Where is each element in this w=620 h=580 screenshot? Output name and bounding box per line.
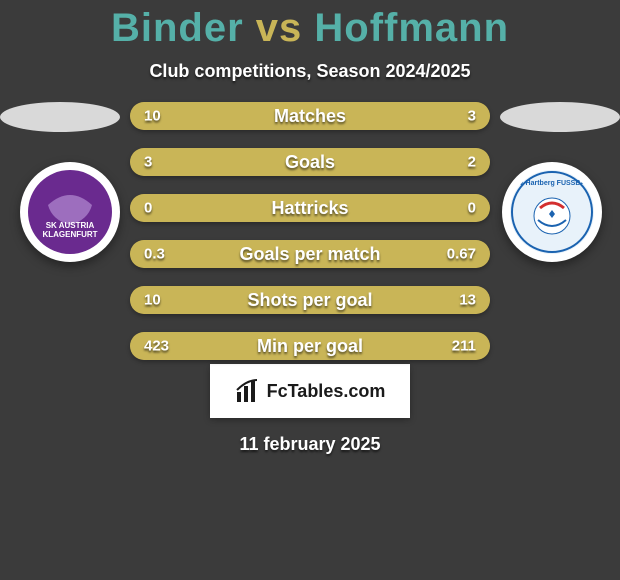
stat-fill-a xyxy=(130,148,346,176)
stat-bars: 103Matches 32Goals 00Hattricks 0.30.67Goals… xyxy=(130,102,490,378)
stat-fill-a xyxy=(130,240,242,268)
team-a-badge-text: SK AUSTRIA KLAGENFURT xyxy=(28,222,112,240)
stat-row: 32Goals xyxy=(130,148,490,176)
stat-fill-b xyxy=(371,332,490,360)
stat-row: 1013Shots per goal xyxy=(130,286,490,314)
stat-fill-a xyxy=(130,286,285,314)
stat-row: 00Hattricks xyxy=(130,194,490,222)
stat-fill-b xyxy=(242,240,490,268)
comparison-card: Binder vs Hoffmann Club competitions, Se… xyxy=(0,0,620,580)
stat-fill-a xyxy=(130,102,407,130)
comparison-area: SK AUSTRIA KLAGENFURT TSV Hartberg FUSSB… xyxy=(0,102,620,362)
player-a-name: Binder xyxy=(111,6,244,50)
page-title: Binder vs Hoffmann xyxy=(0,0,620,51)
ellipse-right xyxy=(500,102,620,132)
team-b-badge-text: TSV Hartberg FUSSBALL xyxy=(510,180,594,188)
team-a-logo-icon xyxy=(28,170,112,254)
stat-fill-a xyxy=(130,194,310,222)
ellipse-left xyxy=(0,102,120,132)
stat-fill-b xyxy=(285,286,490,314)
date-text: 11 february 2025 xyxy=(0,434,620,455)
stat-fill-a xyxy=(130,332,371,360)
stat-fill-b xyxy=(346,148,490,176)
stat-row: 0.30.67Goals per match xyxy=(130,240,490,268)
player-b-name: Hoffmann xyxy=(314,6,509,50)
team-b-badge: TSV Hartberg FUSSBALL xyxy=(502,162,602,262)
stat-fill-b xyxy=(407,102,490,130)
stat-row: 423211Min per goal xyxy=(130,332,490,360)
team-b-badge-inner: TSV Hartberg FUSSBALL xyxy=(510,170,594,254)
stat-fill-b xyxy=(310,194,490,222)
team-a-badge: SK AUSTRIA KLAGENFURT xyxy=(20,162,120,262)
vs-text: vs xyxy=(256,6,303,50)
stat-row: 103Matches xyxy=(130,102,490,130)
brand-logo-icon xyxy=(235,378,261,404)
team-a-badge-inner: SK AUSTRIA KLAGENFURT xyxy=(28,170,112,254)
subtitle: Club competitions, Season 2024/2025 xyxy=(0,61,620,82)
brand-text: FcTables.com xyxy=(267,381,386,402)
